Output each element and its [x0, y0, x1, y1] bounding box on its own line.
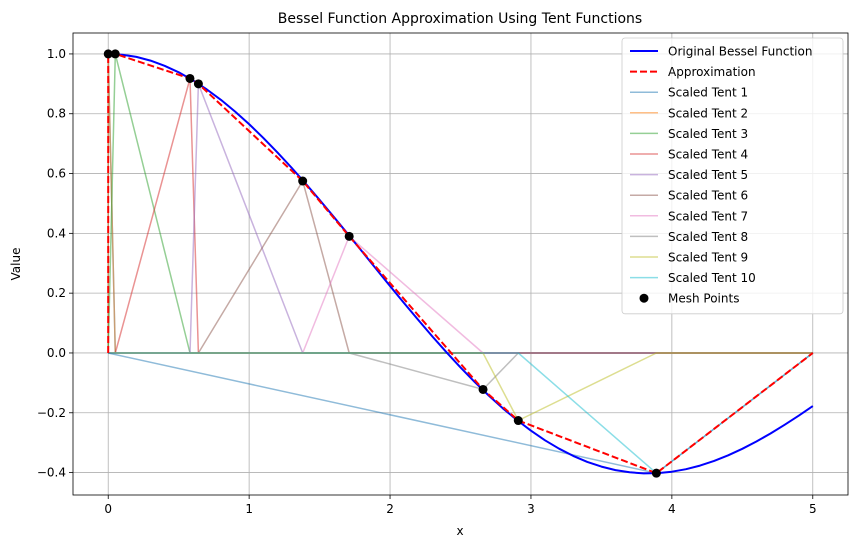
legend-label: Scaled Tent 8: [668, 230, 748, 244]
x-tick-label: 2: [386, 502, 394, 516]
x-tick-label: 1: [245, 502, 253, 516]
legend-label: Scaled Tent 4: [668, 148, 748, 162]
y-tick-label: 0.4: [47, 226, 66, 240]
x-tick-label: 5: [809, 502, 817, 516]
mesh-point: [344, 231, 354, 241]
y-axis-label: Value: [9, 248, 23, 281]
legend-label: Scaled Tent 3: [668, 127, 748, 141]
chart-title: Bessel Function Approximation Using Tent…: [278, 11, 642, 27]
mesh-point: [185, 73, 195, 83]
y-tick-label: 0.2: [47, 286, 66, 300]
legend-box: [621, 37, 844, 315]
legend-label: Scaled Tent 9: [668, 251, 748, 265]
mesh-point: [110, 49, 120, 59]
x-axis-ticks: 0 1 2 3 4 5: [104, 495, 817, 516]
legend-label: Approximation: [668, 65, 756, 79]
legend-marker: [639, 293, 649, 303]
x-tick-label: 4: [668, 502, 676, 516]
plot-frame: [72, 32, 849, 496]
legend-label: Scaled Tent 5: [668, 168, 748, 182]
legend-label: Scaled Tent 7: [668, 209, 748, 223]
x-tick-label: 3: [527, 502, 535, 516]
series-line: [108, 52, 814, 475]
x-axis-label: x: [456, 524, 463, 538]
y-tick-label: 0.8: [47, 107, 66, 121]
legend: Original Bessel Function Approximation Sca…: [621, 37, 844, 315]
mesh-points: [103, 49, 661, 478]
legend-label: Scaled Tent 6: [668, 189, 748, 203]
y-tick-label: −0.4: [37, 466, 66, 480]
legend-label: Original Bessel Function: [668, 45, 812, 59]
legend-label: Scaled Tent 10: [668, 271, 756, 285]
mesh-point: [651, 468, 661, 478]
y-axis-ticks: −0.4 −0.2 0.0 0.2 0.4 0.6 0.8 1.0: [37, 47, 73, 480]
mesh-point: [478, 384, 488, 394]
mesh-point: [298, 176, 308, 186]
x-tick-label: 0: [104, 502, 112, 516]
y-tick-label: 1.0: [47, 47, 66, 61]
mesh-point: [103, 49, 113, 59]
legend-label: Scaled Tent 1: [668, 86, 748, 100]
legend-label: Mesh Points: [668, 292, 739, 306]
y-tick-label: 0.6: [47, 167, 66, 181]
legend-label: Scaled Tent 2: [668, 106, 748, 120]
mesh-point: [513, 416, 523, 426]
y-tick-label: −0.2: [37, 406, 66, 420]
y-tick-label: 0.0: [47, 346, 66, 360]
mesh-point: [193, 79, 203, 89]
